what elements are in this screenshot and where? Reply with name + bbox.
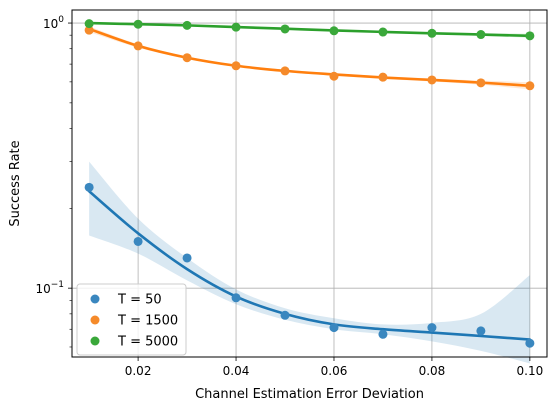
fit-line-t50 bbox=[87, 189, 532, 341]
fit-line-t1500 bbox=[87, 27, 532, 88]
legend-marker-t5000 bbox=[90, 336, 100, 346]
data-point-t50 bbox=[329, 323, 339, 333]
x-axis-label: Channel Estimation Error Deviation bbox=[195, 387, 424, 402]
plot-area-frame bbox=[71, 9, 548, 358]
data-point-t50 bbox=[525, 338, 535, 348]
legend-label-t5000: T = 5000 bbox=[117, 335, 178, 350]
data-point-t1500 bbox=[84, 25, 94, 35]
x-tick-label: 0.10 bbox=[517, 364, 544, 378]
data-point-t1500 bbox=[329, 71, 339, 81]
data-point-t1500 bbox=[476, 78, 486, 88]
y-axis-label: Success Rate bbox=[8, 140, 23, 226]
axis-ticks: 0.02 0.04 0.06 0.08 0.10 100 10−1 bbox=[35, 15, 543, 378]
data-point-t5000 bbox=[329, 26, 339, 36]
data-point-t1500 bbox=[133, 41, 143, 51]
data-point-t50 bbox=[84, 182, 94, 192]
data-point-t50 bbox=[280, 310, 290, 320]
data-point-t50 bbox=[182, 253, 192, 263]
data-point-t5000 bbox=[133, 19, 143, 29]
data-point-t1500 bbox=[427, 75, 437, 85]
legend-label-t50: T = 50 bbox=[117, 293, 162, 308]
x-tick-label: 0.08 bbox=[419, 364, 446, 378]
data-point-t1500 bbox=[378, 72, 388, 82]
data-point-t50 bbox=[476, 326, 486, 336]
data-points bbox=[84, 19, 535, 348]
legend: T = 50 T = 1500 T = 5000 bbox=[76, 283, 187, 356]
data-point-t5000 bbox=[84, 19, 94, 29]
x-tick-label: 0.04 bbox=[223, 364, 250, 378]
data-point-t1500 bbox=[280, 66, 290, 76]
data-point-t5000 bbox=[525, 31, 535, 41]
data-point-t5000 bbox=[427, 28, 437, 38]
legend-box bbox=[76, 283, 187, 356]
data-point-t5000 bbox=[476, 30, 486, 40]
data-point-t50 bbox=[378, 329, 388, 339]
legend-marker-t50 bbox=[90, 294, 100, 304]
x-tick-label: 0.02 bbox=[125, 364, 152, 378]
data-point-t5000 bbox=[280, 24, 290, 34]
data-point-t5000 bbox=[182, 20, 192, 30]
data-point-t1500 bbox=[231, 61, 241, 71]
data-point-t50 bbox=[133, 236, 143, 246]
y-tick-label: 100 bbox=[43, 15, 64, 31]
data-point-t5000 bbox=[231, 22, 241, 32]
data-point-t1500 bbox=[525, 81, 535, 91]
data-point-t50 bbox=[427, 323, 437, 333]
legend-label-t1500: T = 1500 bbox=[117, 314, 178, 329]
data-point-t50 bbox=[231, 293, 241, 303]
legend-marker-t1500 bbox=[90, 315, 100, 325]
y-tick-label: 10−1 bbox=[35, 280, 64, 296]
fit-line-t5000 bbox=[87, 21, 532, 38]
x-tick-label: 0.06 bbox=[321, 364, 348, 378]
data-point-t5000 bbox=[378, 27, 388, 37]
data-point-t1500 bbox=[182, 53, 192, 63]
fit-lines bbox=[87, 21, 532, 341]
